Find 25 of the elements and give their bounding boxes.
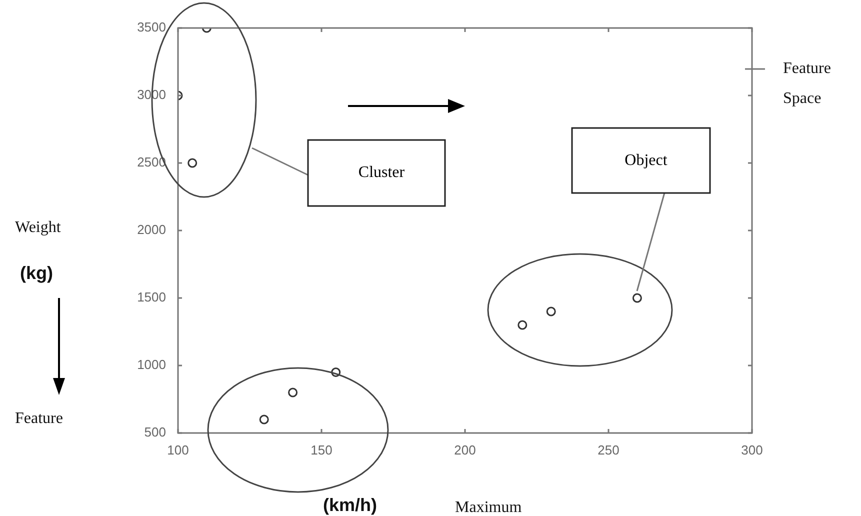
- x-tick-label: 100: [167, 442, 189, 458]
- text: (kg): [20, 262, 53, 285]
- point: [259, 414, 269, 424]
- x-tick-label: 250: [598, 442, 620, 458]
- x-tick-label: 200: [454, 442, 476, 458]
- y-tick-label: 500: [144, 424, 166, 440]
- y-tick-label: 1500: [137, 290, 166, 305]
- y-tick-label: 1000: [137, 357, 166, 372]
- text: Weight: [15, 218, 61, 238]
- text: Feature Space: [783, 59, 832, 109]
- annotation: Cluster: [357, 164, 405, 181]
- point: [188, 158, 198, 168]
- annotation: Object: [624, 152, 668, 168]
- text: (km/h): [323, 494, 377, 516]
- x-tick-label: 150: [310, 442, 332, 458]
- point: [546, 306, 556, 316]
- y-tick-label: 2000: [137, 222, 166, 238]
- x-tick-label: 300: [741, 442, 763, 458]
- point: [288, 388, 298, 398]
- point: [632, 293, 642, 303]
- point: [331, 368, 341, 377]
- text: Feature: [15, 409, 63, 429]
- y-tick-label: 3500: [137, 20, 166, 35]
- text: Maximum: [455, 498, 522, 516]
- point: [518, 320, 528, 330]
